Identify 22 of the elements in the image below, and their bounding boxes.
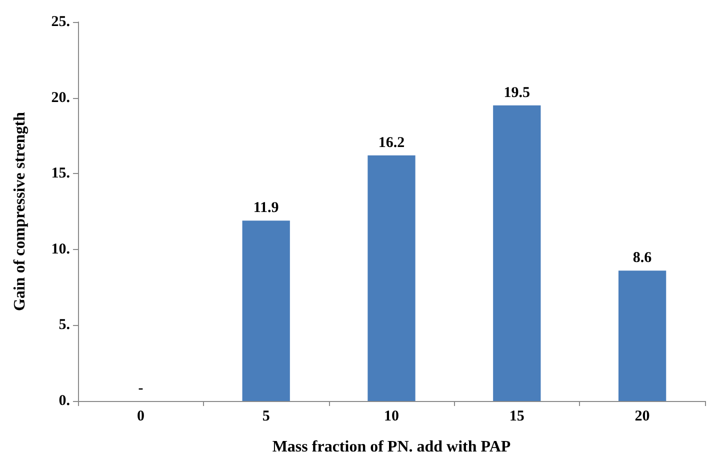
- data-label: 16.2: [378, 134, 405, 151]
- y-tick-label: 0.: [58, 393, 70, 409]
- bar: [493, 105, 541, 401]
- x-tick-label: 10: [384, 408, 399, 424]
- data-label: 8.6: [632, 250, 652, 266]
- bar: [368, 155, 416, 401]
- x-axis-title: Mass fraction of PN. add with PAP: [272, 438, 511, 456]
- y-tick-label: 5.: [58, 317, 70, 334]
- bar: [618, 270, 666, 401]
- y-tick-label: 10.: [51, 241, 70, 258]
- data-label: -: [138, 380, 144, 396]
- data-label: 11.9: [253, 200, 279, 216]
- y-axis-title: Gain of compressive strength: [12, 112, 28, 311]
- y-tick-label: 15.: [51, 166, 70, 182]
- x-tick-label: 15: [509, 408, 524, 424]
- x-tick-label: 0: [136, 408, 144, 424]
- x-tick-label: 20: [634, 408, 650, 424]
- y-tick-label: 20.: [51, 90, 70, 106]
- x-tick-label: 5: [262, 408, 270, 424]
- y-tick-label: 25.: [51, 14, 70, 30]
- data-label: 19.5: [504, 84, 530, 101]
- bar: [242, 220, 290, 401]
